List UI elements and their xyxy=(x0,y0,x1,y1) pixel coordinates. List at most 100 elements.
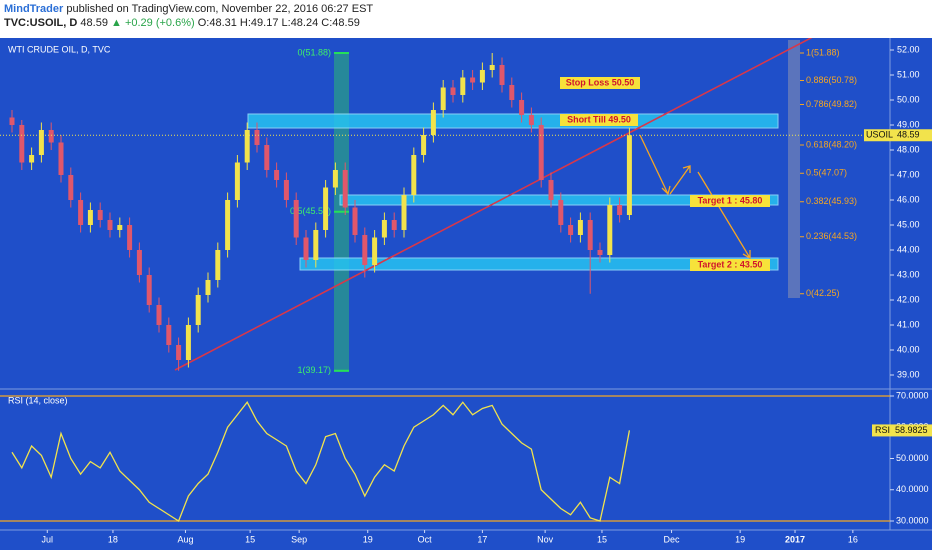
candle-body xyxy=(401,195,407,230)
annotation: Target 2 : 43.50 xyxy=(698,259,763,269)
candle-body xyxy=(185,325,191,360)
candle-body xyxy=(381,220,387,238)
candle-body xyxy=(274,170,280,180)
high: H:49.17 xyxy=(239,17,279,29)
y-tick-label: 45.00 xyxy=(897,219,920,229)
x-tick-label: Sep xyxy=(291,534,307,544)
candle-body xyxy=(528,115,534,125)
candle-body xyxy=(411,155,417,195)
rsi-tick-label: 70.0000 xyxy=(896,390,929,400)
y-tick-label: 39.00 xyxy=(897,369,920,379)
candle-body xyxy=(558,200,564,225)
candle-body xyxy=(156,305,162,325)
price-tag: 48.59 xyxy=(897,130,920,140)
annotation: Stop Loss 50.50 xyxy=(566,77,635,87)
candle-body xyxy=(342,170,348,208)
candle-body xyxy=(97,210,103,220)
candle-body xyxy=(626,135,632,215)
x-tick-label: 18 xyxy=(108,534,118,544)
annotation-box xyxy=(690,259,770,271)
symbol-tag: USOIL xyxy=(866,130,893,140)
candle-body xyxy=(234,162,240,200)
change: ▲ +0.29 (+0.6%) xyxy=(111,17,195,29)
rsi-tick-label: 50.0000 xyxy=(896,453,929,463)
rsi-line xyxy=(11,401,631,522)
candle-body xyxy=(519,100,525,115)
rsi-title: RSI (14, close) xyxy=(8,395,68,405)
author[interactable]: MindTrader xyxy=(4,3,64,15)
candle-body xyxy=(460,77,466,95)
rsi-tag-name: RSI xyxy=(875,425,890,435)
candle-body xyxy=(617,205,623,215)
candle-body xyxy=(146,275,152,305)
chart-title: WTI CRUDE OIL, D, TVC xyxy=(8,44,111,54)
candle-body xyxy=(58,142,64,175)
rsi-tag-box xyxy=(872,424,932,437)
candle-body xyxy=(499,65,505,85)
annotation-box xyxy=(560,114,638,126)
candle-body xyxy=(176,345,182,360)
candle-body xyxy=(323,187,329,230)
x-tick-label: Oct xyxy=(418,534,433,544)
candle-body xyxy=(107,220,113,230)
fib-label: 1(39.17) xyxy=(297,365,331,375)
rsi-tag-value: 58.9825 xyxy=(895,425,928,435)
candle-body xyxy=(195,295,201,325)
candle-body xyxy=(68,175,74,200)
annotation: Short Till 49.50 xyxy=(567,114,631,124)
candle-body xyxy=(548,180,554,200)
fib-band xyxy=(788,40,800,298)
fib-label: 0(42.25) xyxy=(806,288,840,298)
fib-label: 0.786(49.82) xyxy=(806,99,857,109)
candle-body xyxy=(607,205,613,255)
candle-body xyxy=(9,117,15,125)
x-tick-label: 17 xyxy=(477,534,487,544)
candle-body xyxy=(225,200,231,250)
candle-body xyxy=(577,220,583,235)
open: O:48.31 xyxy=(197,17,237,29)
candle-body xyxy=(587,220,593,250)
candle-body xyxy=(127,225,133,250)
candle-body xyxy=(48,130,54,143)
header: MindTrader published on TradingView.com,… xyxy=(4,2,373,30)
candle-body xyxy=(313,230,319,260)
annotation: Target 1 : 45.80 xyxy=(698,195,763,205)
arrow xyxy=(639,134,671,196)
x-tick-label: Jul xyxy=(42,534,54,544)
y-tick-label: 49.00 xyxy=(897,119,920,129)
x-tick-label: 16 xyxy=(848,534,858,544)
candle-body xyxy=(440,87,446,110)
y-tick-label: 50.00 xyxy=(897,94,920,104)
x-tick-label: 15 xyxy=(245,534,255,544)
y-tick-label: 40.00 xyxy=(897,344,920,354)
candle-body xyxy=(293,200,299,238)
candle-body xyxy=(38,130,44,155)
candle-body xyxy=(430,110,436,135)
symbol: TVC:USOIL, D xyxy=(4,17,78,29)
published: published on TradingView.com, November 2… xyxy=(66,3,374,15)
candle-body xyxy=(117,225,123,230)
candle-body xyxy=(87,210,93,225)
fib-label: 0.5(47.07) xyxy=(806,168,847,178)
y-tick-label: 52.00 xyxy=(897,44,920,54)
x-tick-label: 19 xyxy=(363,534,373,544)
arrow xyxy=(697,171,751,260)
annotation-box xyxy=(560,77,640,89)
zone xyxy=(247,113,779,129)
candle-body xyxy=(283,180,289,200)
candle-body xyxy=(450,87,456,95)
y-tick-label: 51.00 xyxy=(897,69,920,79)
candle-body xyxy=(538,125,544,180)
fib-label: 1(51.88) xyxy=(806,47,840,57)
x-tick-label: 15 xyxy=(597,534,607,544)
candle-body xyxy=(19,125,25,163)
trend-line xyxy=(174,38,813,371)
arrow xyxy=(669,165,691,195)
x-tick-label: Nov xyxy=(537,534,554,544)
y-tick-label: 46.00 xyxy=(897,194,920,204)
candle-body xyxy=(479,70,485,83)
y-tick-label: 47.00 xyxy=(897,169,920,179)
price: 48.59 xyxy=(80,17,108,29)
x-tick-label: 19 xyxy=(735,534,745,544)
